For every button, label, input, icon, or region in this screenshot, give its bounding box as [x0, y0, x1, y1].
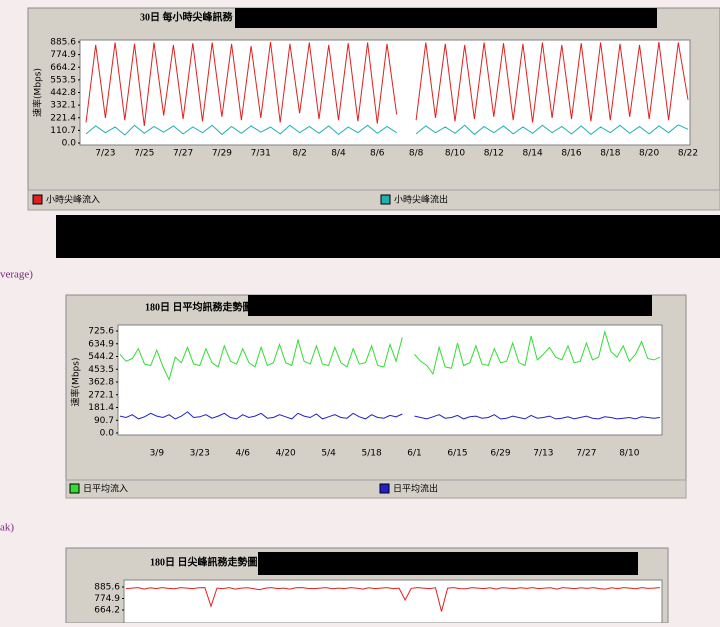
- x-tick-label: 4/20: [276, 449, 296, 459]
- x-tick-label: 8/18: [600, 149, 620, 159]
- redaction: [235, 8, 657, 28]
- side-label: ak): [0, 522, 14, 534]
- x-tick-label: 7/31: [251, 149, 271, 159]
- y-tick-label: 272.1: [88, 390, 114, 400]
- x-tick-label: 7/27: [576, 449, 596, 459]
- legend-bar: [65, 479, 687, 499]
- x-tick-label: 8/10: [619, 449, 639, 459]
- plot-area: [123, 579, 663, 624]
- series-line: [125, 587, 661, 612]
- y-tick-label: 725.6: [88, 327, 114, 337]
- series-line: [119, 411, 661, 420]
- x-tick-label: 8/10: [445, 149, 465, 159]
- y-tick-label: 332.1: [50, 101, 76, 111]
- y-tick-label: 885.6: [50, 38, 76, 48]
- x-tick-label: 4/6: [235, 449, 250, 459]
- legend-label: 日平均流出: [393, 483, 438, 495]
- x-tick-label: 6/1: [407, 449, 421, 459]
- legend-label: 日平均流入: [83, 483, 128, 495]
- y-tick-label: 0.0: [62, 139, 77, 149]
- chart-title: 180日 日平均訊務走勢圖: [145, 300, 253, 313]
- chart-title: 180日 日尖峰訊務走勢圖: [150, 555, 258, 568]
- x-tick-label: 5/18: [361, 449, 381, 459]
- y-tick-label: 181.4: [88, 403, 114, 413]
- series-line: [119, 329, 661, 382]
- y-tick-label: 774.9: [50, 50, 76, 60]
- legend-swatch: [32, 194, 43, 205]
- x-tick-label: 8/8: [409, 149, 424, 159]
- x-tick-label: 6/15: [447, 449, 467, 459]
- y-tick-label: 553.5: [50, 75, 76, 85]
- chart-title: 30日 每小時尖峰訊務: [140, 10, 233, 23]
- x-tick-label: 3/9: [150, 449, 165, 459]
- y-tick-label: 442.8: [50, 88, 76, 98]
- x-tick-label: 7/13: [533, 449, 553, 459]
- plot-area: [117, 324, 663, 436]
- y-tick-label: 544.2: [88, 352, 114, 362]
- x-tick-label: 8/20: [639, 149, 659, 159]
- y-tick-label: 634.9: [88, 339, 114, 349]
- legend-label: 小時尖峰流出: [394, 194, 448, 206]
- legend-bar: [27, 189, 720, 211]
- y-tick-label: 221.4: [50, 113, 76, 123]
- x-tick-label: 3/23: [190, 449, 210, 459]
- series-line: [85, 124, 689, 136]
- side-label: verage): [0, 269, 33, 281]
- x-tick-label: 8/4: [331, 149, 346, 159]
- x-tick-label: 7/23: [95, 149, 115, 159]
- y-tick-label: 664.2: [50, 63, 76, 73]
- y-tick-label: 774.9: [94, 594, 120, 604]
- y-tick-label: 362.8: [88, 378, 114, 388]
- series-line: [85, 42, 689, 126]
- x-tick-label: 7/25: [134, 149, 154, 159]
- legend-swatch: [380, 194, 391, 205]
- y-tick-label: 453.5: [88, 365, 114, 375]
- x-tick-label: 7/29: [212, 149, 232, 159]
- redaction: [248, 295, 652, 316]
- legend-swatch: [69, 483, 80, 494]
- y-tick-label: 90.7: [94, 416, 114, 426]
- redaction: [258, 552, 638, 575]
- legend-label: 小時尖峰流入: [46, 194, 100, 206]
- y-axis-label: 速率(Mbps): [70, 358, 82, 407]
- x-tick-label: 8/16: [561, 149, 581, 159]
- y-tick-label: 885.6: [94, 583, 120, 593]
- x-tick-label: 5/4: [321, 449, 336, 459]
- x-tick-label: 8/14: [523, 149, 543, 159]
- x-tick-label: 8/12: [484, 149, 504, 159]
- y-tick-label: 0.0: [100, 429, 115, 439]
- x-tick-label: 8/6: [370, 149, 385, 159]
- x-tick-label: 6/29: [490, 449, 510, 459]
- y-tick-label: 664.2: [94, 606, 120, 616]
- redaction: [56, 215, 720, 258]
- x-tick-label: 8/2: [292, 149, 306, 159]
- legend-swatch: [379, 483, 390, 494]
- x-tick-label: 8/22: [678, 149, 698, 159]
- y-tick-label: 110.7: [50, 126, 76, 136]
- y-axis-label: 速率(Mbps): [32, 68, 44, 117]
- x-tick-label: 7/27: [173, 149, 193, 159]
